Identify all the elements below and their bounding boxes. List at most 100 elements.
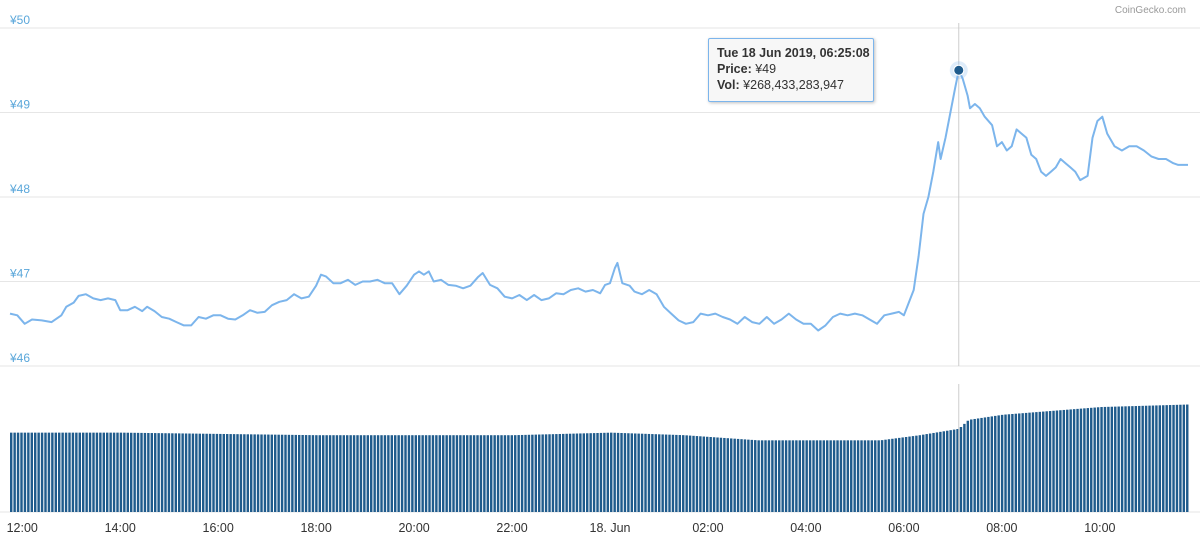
volume-bar bbox=[582, 433, 586, 512]
volume-bar bbox=[301, 435, 304, 512]
volume-bar bbox=[935, 432, 939, 512]
volume-bar bbox=[829, 440, 832, 512]
volume-bar bbox=[20, 432, 23, 512]
volume-bar bbox=[966, 420, 970, 512]
volume-bar bbox=[64, 432, 68, 512]
volume-bar bbox=[85, 432, 88, 512]
volume-bar bbox=[270, 434, 274, 512]
volume-bar bbox=[562, 433, 565, 512]
x-tick-label: 18:00 bbox=[300, 521, 331, 535]
volume-bar bbox=[277, 434, 280, 512]
volume-bar bbox=[407, 435, 411, 512]
volume-bar bbox=[37, 432, 40, 512]
volume-bar bbox=[1158, 405, 1162, 512]
volume-bar bbox=[167, 433, 171, 512]
volume-bar bbox=[589, 433, 592, 512]
volume-bar bbox=[517, 435, 520, 512]
volume-bar bbox=[1031, 412, 1035, 512]
crosshair bbox=[949, 23, 968, 512]
volume-bar bbox=[1024, 412, 1028, 512]
volume-bar bbox=[232, 434, 236, 512]
volume-bar bbox=[1086, 408, 1090, 512]
volume-bar bbox=[925, 434, 928, 512]
volume-bar bbox=[356, 435, 359, 512]
volume-bar bbox=[784, 440, 788, 512]
volume-bar bbox=[586, 433, 589, 512]
volume-bar bbox=[51, 432, 54, 512]
volume-bar bbox=[1138, 405, 1141, 512]
volume-bar bbox=[143, 432, 147, 512]
volume-bar bbox=[82, 432, 85, 512]
price-tooltip: Tue 18 Jun 2019, 06:25:08 Price: ¥49 Vol… bbox=[708, 38, 874, 102]
volume-bar bbox=[75, 432, 78, 512]
volume-bar bbox=[428, 435, 431, 512]
volume-bar bbox=[383, 435, 387, 512]
credit-link[interactable]: CoinGecko.com bbox=[1114, 5, 1186, 16]
volume-bar bbox=[61, 432, 64, 512]
volume-bar bbox=[462, 435, 466, 512]
volume-bar bbox=[637, 433, 640, 512]
tooltip-price-value: ¥49 bbox=[755, 62, 777, 76]
volume-bar bbox=[411, 435, 414, 512]
volume-bar bbox=[342, 435, 346, 512]
volume-bar bbox=[976, 418, 980, 512]
volume-bar bbox=[222, 433, 226, 512]
volume-bar bbox=[870, 440, 874, 512]
volume-bar bbox=[366, 435, 370, 512]
volume-bar bbox=[126, 432, 130, 512]
volume-bar bbox=[805, 440, 808, 512]
volume-bar bbox=[908, 436, 911, 512]
volume-bar bbox=[987, 416, 990, 512]
volume-bar bbox=[1144, 405, 1148, 512]
volume-bar bbox=[904, 436, 908, 512]
volume-bar bbox=[898, 437, 901, 512]
volume-bar bbox=[1148, 405, 1151, 512]
x-tick-label: 18. Jun bbox=[590, 521, 631, 535]
volume-bar bbox=[27, 432, 30, 512]
volume-bar bbox=[95, 432, 99, 512]
volume-bar bbox=[658, 434, 661, 512]
volume-bar bbox=[1165, 405, 1168, 512]
x-axis-labels: 12:00 14:00 16:00 18:00 20:00 22:00 18. Jun 02:… bbox=[7, 521, 1116, 535]
volume-bar bbox=[1048, 411, 1052, 512]
highlight-point[interactable] bbox=[953, 64, 965, 76]
volume-bar bbox=[1117, 406, 1120, 512]
tooltip-time: Tue 18 Jun 2019, 06:25:08 bbox=[717, 46, 870, 60]
volume-bar bbox=[219, 433, 222, 512]
volume-bar bbox=[1182, 404, 1186, 512]
volume-bar bbox=[54, 432, 58, 512]
volume-bar bbox=[123, 432, 126, 512]
volume-bar bbox=[44, 432, 47, 512]
volume-bar bbox=[661, 434, 664, 512]
volume-bar bbox=[370, 435, 373, 512]
x-tick-label: 06:00 bbox=[888, 521, 919, 535]
volume-bar bbox=[867, 440, 870, 512]
volume-bar bbox=[709, 437, 712, 512]
volume-bar bbox=[812, 440, 815, 512]
volume-bar bbox=[298, 434, 301, 512]
volume-bar bbox=[620, 432, 623, 512]
volume-bar bbox=[71, 432, 75, 512]
volume-bar bbox=[88, 432, 92, 512]
volume-bar bbox=[424, 435, 428, 512]
volume-bar bbox=[613, 432, 616, 512]
volume-bar bbox=[202, 433, 205, 512]
volume-bar bbox=[250, 434, 253, 512]
volume-bar bbox=[1021, 413, 1024, 512]
volume-bar bbox=[723, 437, 726, 512]
volume-bar bbox=[555, 434, 558, 512]
volume-bar bbox=[733, 438, 736, 512]
volume-bar bbox=[757, 440, 760, 512]
volume-bar bbox=[815, 440, 819, 512]
volume-bar bbox=[472, 435, 476, 512]
volume-bar bbox=[1107, 406, 1110, 512]
volume-bar bbox=[1052, 410, 1055, 512]
volume-bar bbox=[236, 434, 239, 512]
volume-bar bbox=[150, 433, 154, 512]
volume-bar bbox=[160, 433, 164, 512]
volume-bar bbox=[1062, 409, 1066, 512]
volume-bar bbox=[476, 435, 479, 512]
volume-bar bbox=[726, 438, 730, 512]
volume-bar bbox=[850, 440, 853, 512]
volume-bar bbox=[736, 438, 740, 512]
